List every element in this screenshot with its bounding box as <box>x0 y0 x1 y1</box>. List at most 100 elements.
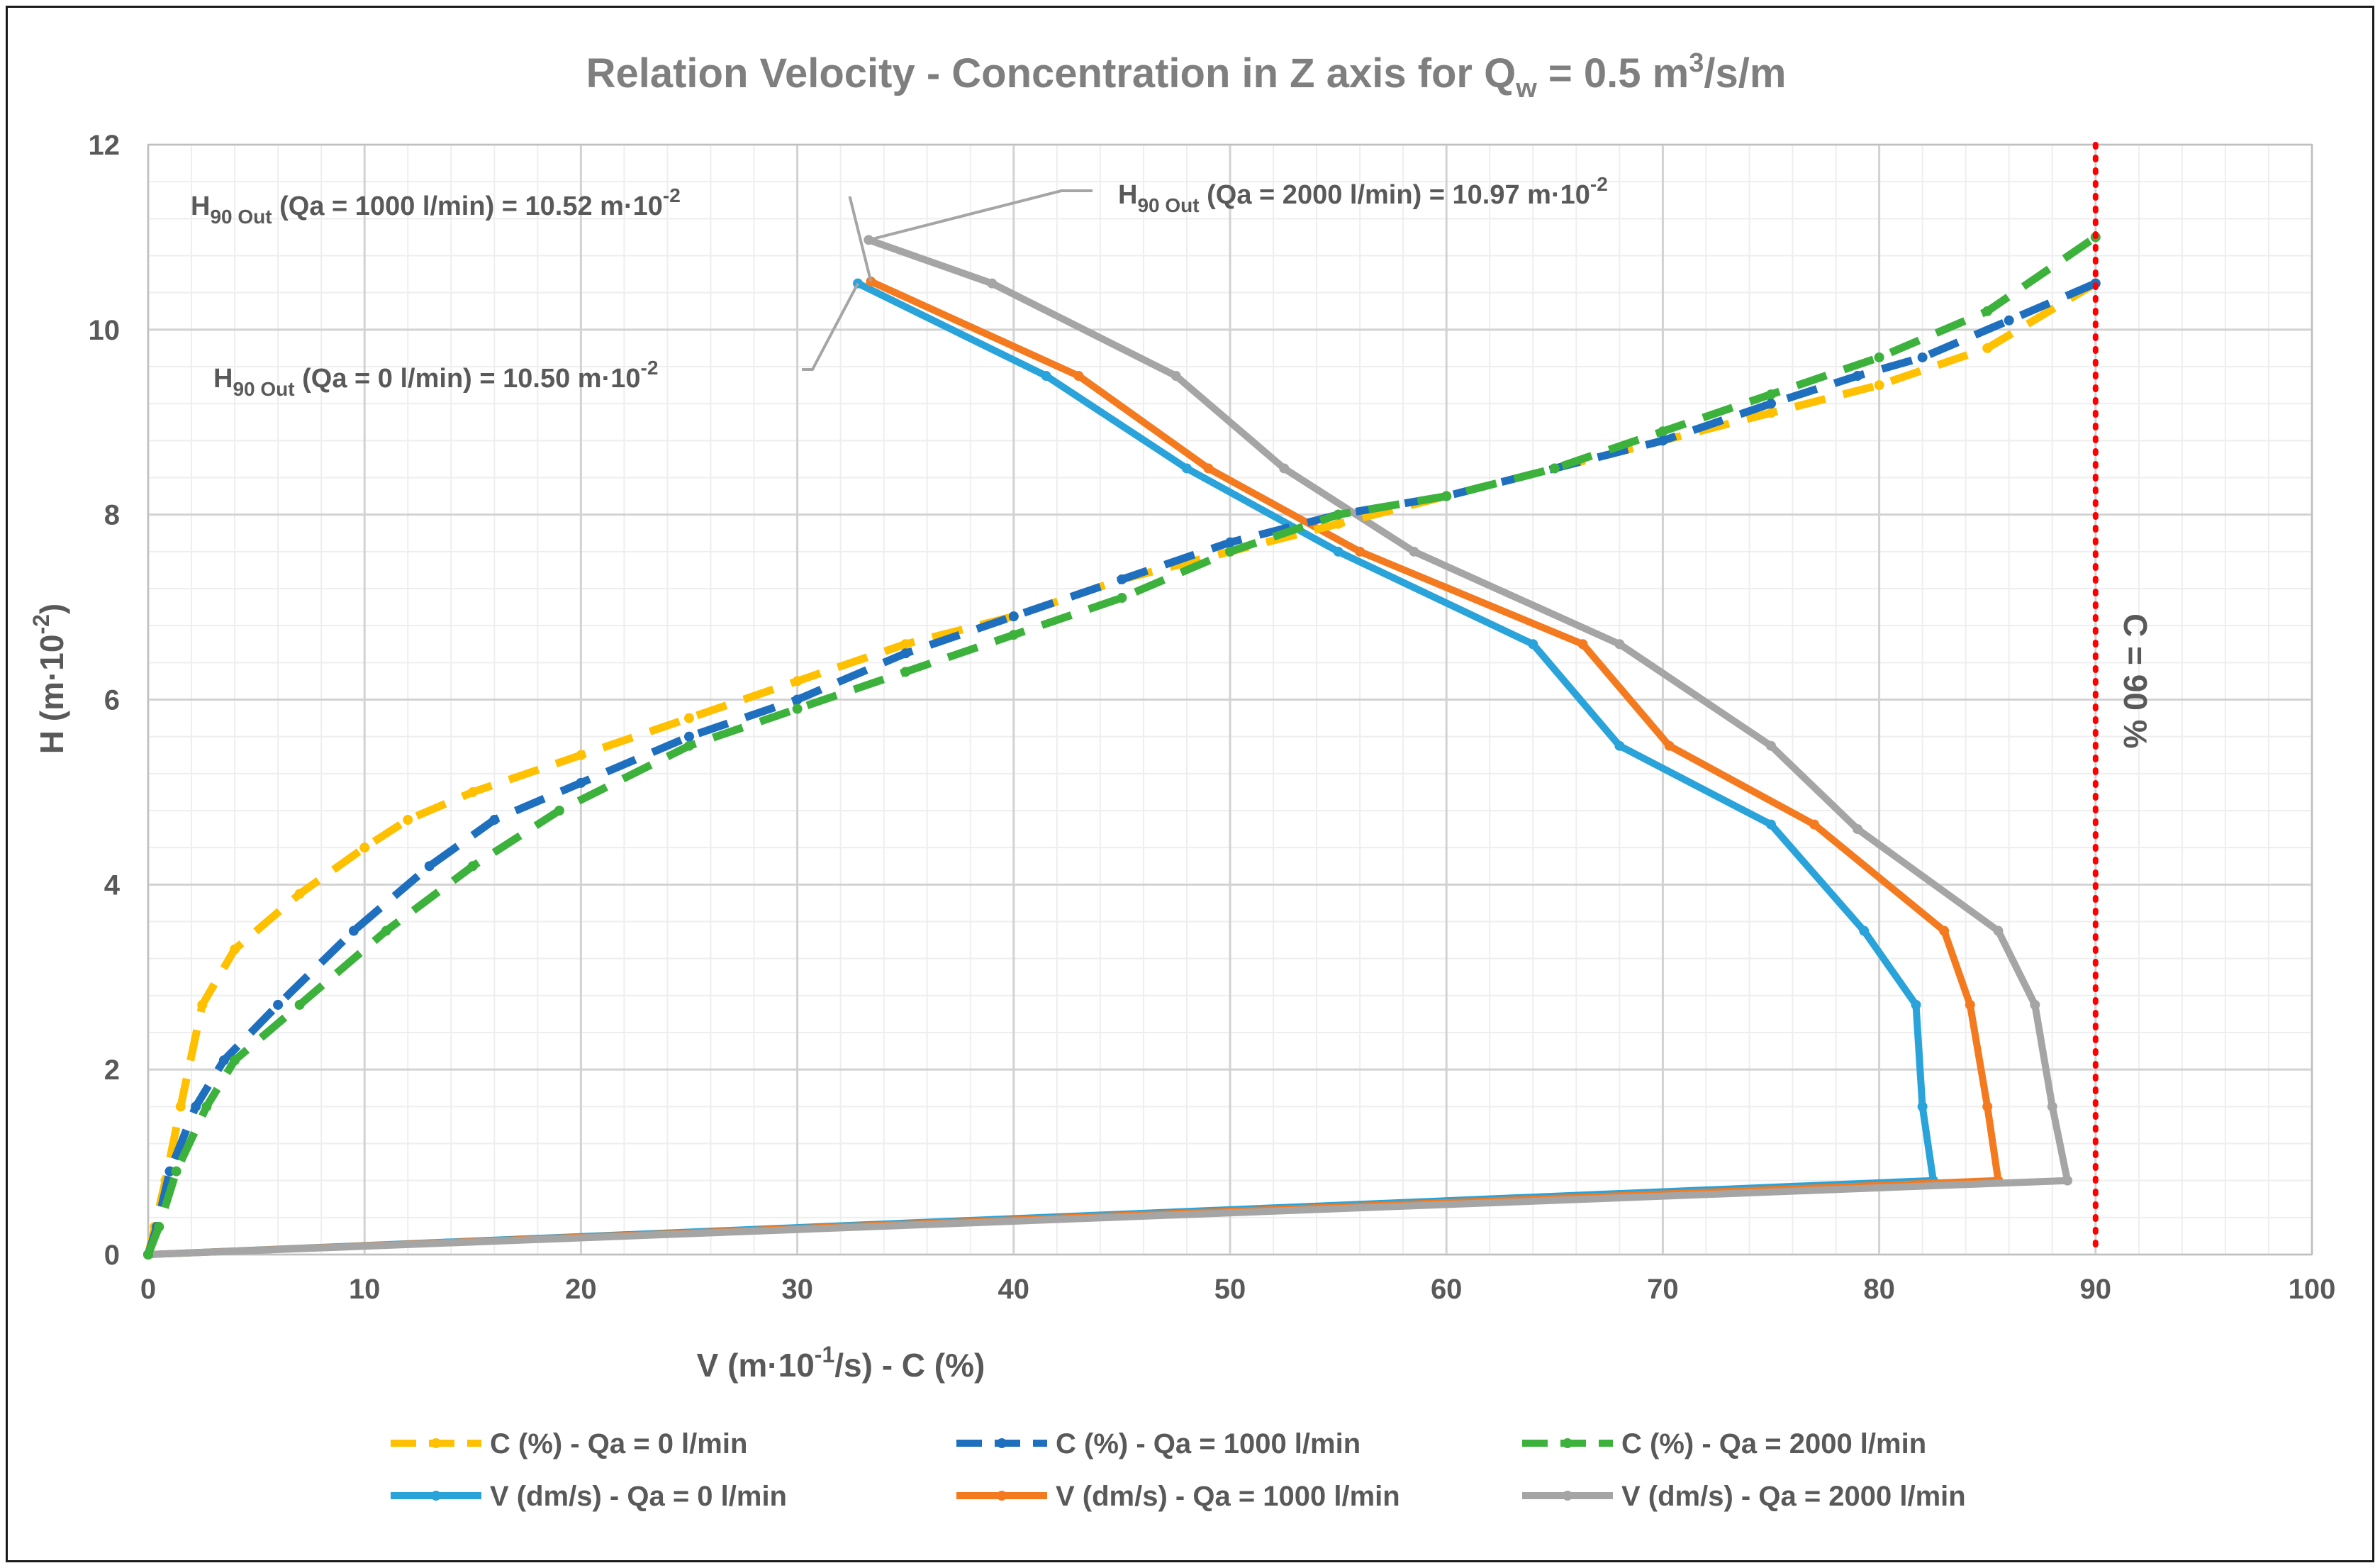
legend-label: C (%) - Qa = 2000 l/min <box>1621 1428 1926 1459</box>
data-point <box>576 750 586 760</box>
data-point <box>273 999 284 1010</box>
annotation-text: (Qa = 0 l/min) = 10.50 m·10 <box>295 364 641 394</box>
data-point <box>1333 546 1343 557</box>
data-point <box>576 777 586 788</box>
x-axis-title-pre: V (m·10 <box>697 1347 815 1384</box>
data-point <box>792 694 803 705</box>
data-point <box>359 843 370 853</box>
data-point <box>1917 1101 1928 1112</box>
data-point <box>1982 343 1993 353</box>
annotation-sub: 90 Out <box>233 378 294 400</box>
x-axis-title-sup: -1 <box>815 1342 834 1367</box>
data-point <box>1911 999 1921 1010</box>
annotation-sup: -2 <box>1590 173 1608 195</box>
data-point <box>1874 352 1884 362</box>
legend: C (%) - Qa = 0 l/min C (%) - Qa = 1000 l/… <box>391 1428 1966 1512</box>
data-point <box>1874 380 1884 391</box>
legend-marker <box>997 1438 1007 1448</box>
annotation-leader <box>802 282 859 371</box>
x-tick-label: 70 <box>1647 1274 1679 1305</box>
y-tick-label: 0 <box>104 1240 120 1271</box>
data-point <box>900 667 911 677</box>
annotation-text: (Qa = 2000 l/min) = 10.97 m·10 <box>1200 180 1590 210</box>
chart-title-mid: = 0.5 m <box>1537 50 1689 96</box>
y-tick-labels: 0 2 4 6 8 10 12 <box>89 130 121 1271</box>
data-point <box>1853 824 1863 835</box>
y-axis-title-post: ) <box>33 604 70 614</box>
annotation-pre: H <box>191 191 210 221</box>
y-tick-label: 6 <box>104 685 120 716</box>
data-point <box>403 815 413 825</box>
data-point <box>489 815 500 825</box>
data-point <box>1766 740 1776 751</box>
data-point <box>1225 537 1235 547</box>
x-tick-label: 10 <box>349 1274 381 1305</box>
data-point <box>554 806 564 816</box>
x-axis-title-post: /s) - C (%) <box>834 1347 985 1384</box>
data-point <box>201 1101 212 1112</box>
data-point <box>1117 574 1127 584</box>
data-point <box>1355 546 1365 557</box>
data-point <box>2047 1101 2057 1112</box>
annotation-leader <box>848 196 873 282</box>
data-point <box>1853 371 1863 382</box>
x-tick-label: 80 <box>1863 1274 1895 1305</box>
data-point <box>1333 518 1343 529</box>
data-point <box>2030 999 2040 1010</box>
x-tick-label: 20 <box>565 1274 597 1305</box>
annotation-sup: -2 <box>663 184 681 206</box>
data-point <box>1917 352 1928 362</box>
data-point <box>1664 740 1675 751</box>
data-point <box>424 861 435 872</box>
data-point <box>2004 315 2014 326</box>
data-point <box>230 1055 240 1066</box>
chart-title-sub: w <box>1515 74 1537 104</box>
series-line <box>147 278 2002 1258</box>
data-point <box>1441 491 1452 501</box>
data-point <box>1658 426 1668 437</box>
legend-marker <box>997 1491 1007 1501</box>
data-point <box>1073 371 1084 382</box>
data-point <box>294 999 305 1010</box>
annotation-qa1000: H90 Out (Qa = 1000 l/min) = 10.52 m·10-2 <box>191 184 681 228</box>
legend-label: V (dm/s) - Qa = 2000 l/min <box>1621 1481 1966 1512</box>
chart-svg: Relation Velocity - Concentration in Z a… <box>28 48 2336 1512</box>
annotation-pre: H <box>213 364 233 394</box>
reference-line-label: C = 90 % <box>2117 613 2154 749</box>
x-tick-label: 0 <box>140 1274 156 1305</box>
annotation-sup: -2 <box>641 357 659 379</box>
data-point <box>1181 463 1192 474</box>
data-point <box>1117 593 1127 604</box>
chart-title: Relation Velocity - Concentration in Z a… <box>586 48 1787 104</box>
y-axis-title: H (m·10-2) <box>28 604 70 755</box>
annotation-qa2000: H90 Out (Qa = 2000 l/min) = 10.97 m·10-2 <box>1118 173 1608 216</box>
data-point <box>1279 463 1290 474</box>
data-point <box>1859 925 1870 936</box>
series-line <box>147 280 1937 1258</box>
data-point <box>1614 740 1625 751</box>
data-point <box>1041 371 1051 382</box>
annotation-layer: H90 Out (Qa = 1000 l/min) = 10.52 m·10-2… <box>191 173 1608 400</box>
chart-title-end: /s/m <box>1704 50 1786 96</box>
x-tick-label: 50 <box>1214 1274 1246 1305</box>
x-tick-labels: 0 10 20 30 40 50 60 70 80 90 100 <box>140 1274 2336 1305</box>
data-point <box>792 704 803 714</box>
data-point <box>171 1166 181 1177</box>
data-point <box>1766 389 1776 400</box>
data-point <box>1409 546 1419 557</box>
data-point <box>1993 925 2004 936</box>
data-point <box>348 925 359 936</box>
data-point <box>1939 925 1950 936</box>
data-point <box>1766 408 1776 418</box>
data-point <box>1008 630 1019 640</box>
data-point <box>1203 463 1214 474</box>
y-tick-label: 2 <box>104 1055 120 1086</box>
y-axis-title-pre: H (m·10 <box>33 635 70 755</box>
data-point <box>381 925 391 936</box>
data-point <box>143 1250 153 1260</box>
y-tick-label: 12 <box>89 130 121 161</box>
series-layer <box>143 232 2101 1260</box>
chart-title-main: Relation Velocity - Concentration in Z a… <box>586 50 1516 96</box>
data-point <box>684 731 694 742</box>
data-point <box>866 277 876 287</box>
